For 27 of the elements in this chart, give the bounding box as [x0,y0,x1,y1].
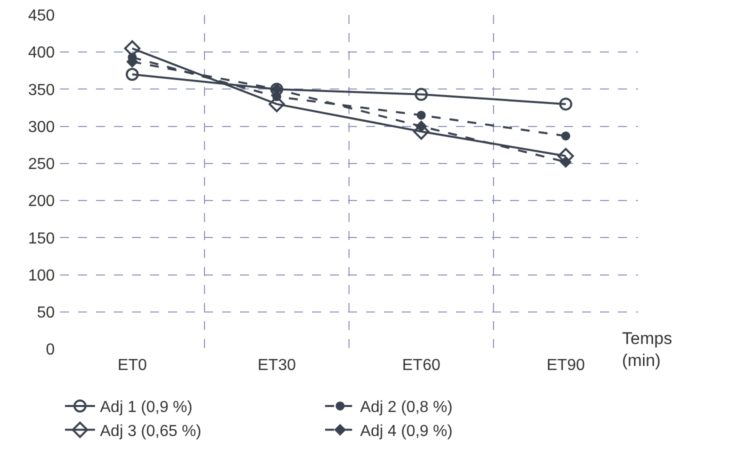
y-tick-label: 50 [37,304,55,322]
legend-label: Adj 1 (0,9 %) [100,399,192,416]
legend-label: Adj 3 (0,65 %) [100,423,202,440]
x-axis-title: Temps (min) [622,329,672,370]
point [416,120,427,132]
y-tick-label: 350 [28,82,55,99]
x-tick-label: ET30 [258,357,296,374]
point [559,98,572,111]
y-tick-label: 200 [28,193,55,210]
y-tick-label: 150 [28,230,55,248]
y-tick-label: 300 [28,118,55,136]
point [126,68,139,81]
x-tick-label: ET60 [402,357,440,374]
y-tick-label: 100 [28,267,55,284]
x-tick-label: ET90 [546,357,585,374]
point [414,88,428,101]
point [560,156,572,168]
legend-label: Adj 4 (0,9 %) [360,423,453,440]
x-tick-label: ET0 [118,357,148,374]
legend-label: Adj 2 (0,8 %) [360,399,453,416]
point [272,92,282,102]
point [416,110,426,120]
y-tick-label: 400 [28,44,55,62]
y-tick-label: 0 [46,342,55,359]
y-tick-label: 250 [28,156,55,174]
y-tick-label: 450 [28,8,55,25]
point [561,131,570,140]
